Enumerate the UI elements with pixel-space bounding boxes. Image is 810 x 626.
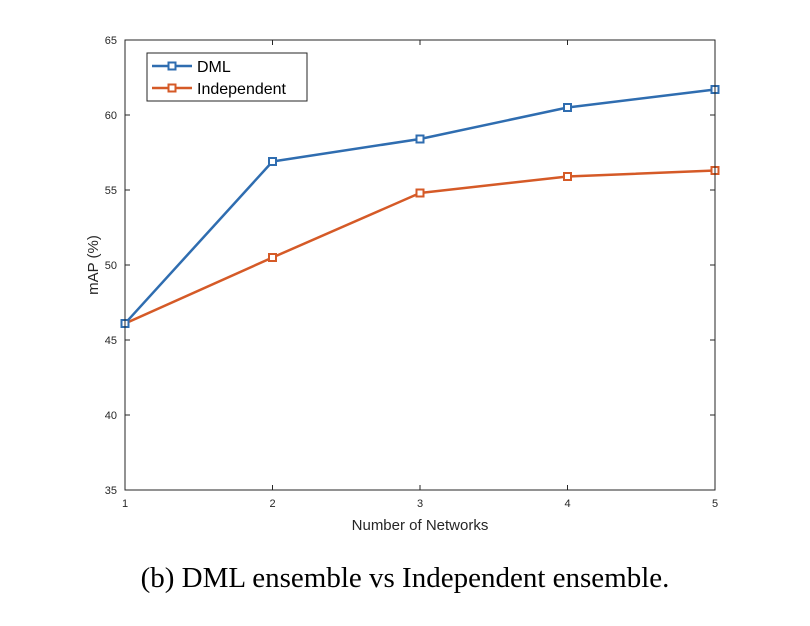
legend-marker-independent xyxy=(167,83,177,93)
data-point-independent xyxy=(415,188,425,198)
data-point-dml xyxy=(415,134,425,144)
y-tick-label: 65 xyxy=(105,35,117,47)
plot-frame xyxy=(124,39,716,491)
figure-caption: (b) DML ensemble vs Independent ensemble… xyxy=(140,562,670,594)
legend-label-independent: Independent xyxy=(197,81,287,98)
y-tick-label: 60 xyxy=(105,110,117,122)
legend-label-dml: DML xyxy=(197,59,231,76)
y-tick-label: 45 xyxy=(105,335,117,347)
plot-background xyxy=(125,40,715,490)
series-layer xyxy=(120,85,720,328)
x-tick-label: 2 xyxy=(269,498,275,510)
legend-box xyxy=(146,52,308,102)
y-tick-label: 35 xyxy=(105,485,117,497)
x-axis-title: Number of Networks xyxy=(352,517,489,534)
x-tick-label: 4 xyxy=(564,498,570,510)
x-tick-label: 1 xyxy=(122,498,128,510)
y-axis-title: mAP (%) xyxy=(85,235,102,295)
legend-marker-dml xyxy=(167,61,177,71)
x-tick-label: 5 xyxy=(712,498,718,510)
data-point-independent xyxy=(563,172,572,181)
data-point-independent xyxy=(268,253,277,262)
legend: DML Independent xyxy=(146,52,308,102)
y-tick-label: 55 xyxy=(105,185,117,197)
y-tick-label: 50 xyxy=(105,260,117,272)
x-tick-label: 3 xyxy=(417,498,423,510)
y-tick-label: 40 xyxy=(105,410,117,422)
data-point-dml xyxy=(268,157,277,166)
data-point-dml xyxy=(563,103,572,112)
